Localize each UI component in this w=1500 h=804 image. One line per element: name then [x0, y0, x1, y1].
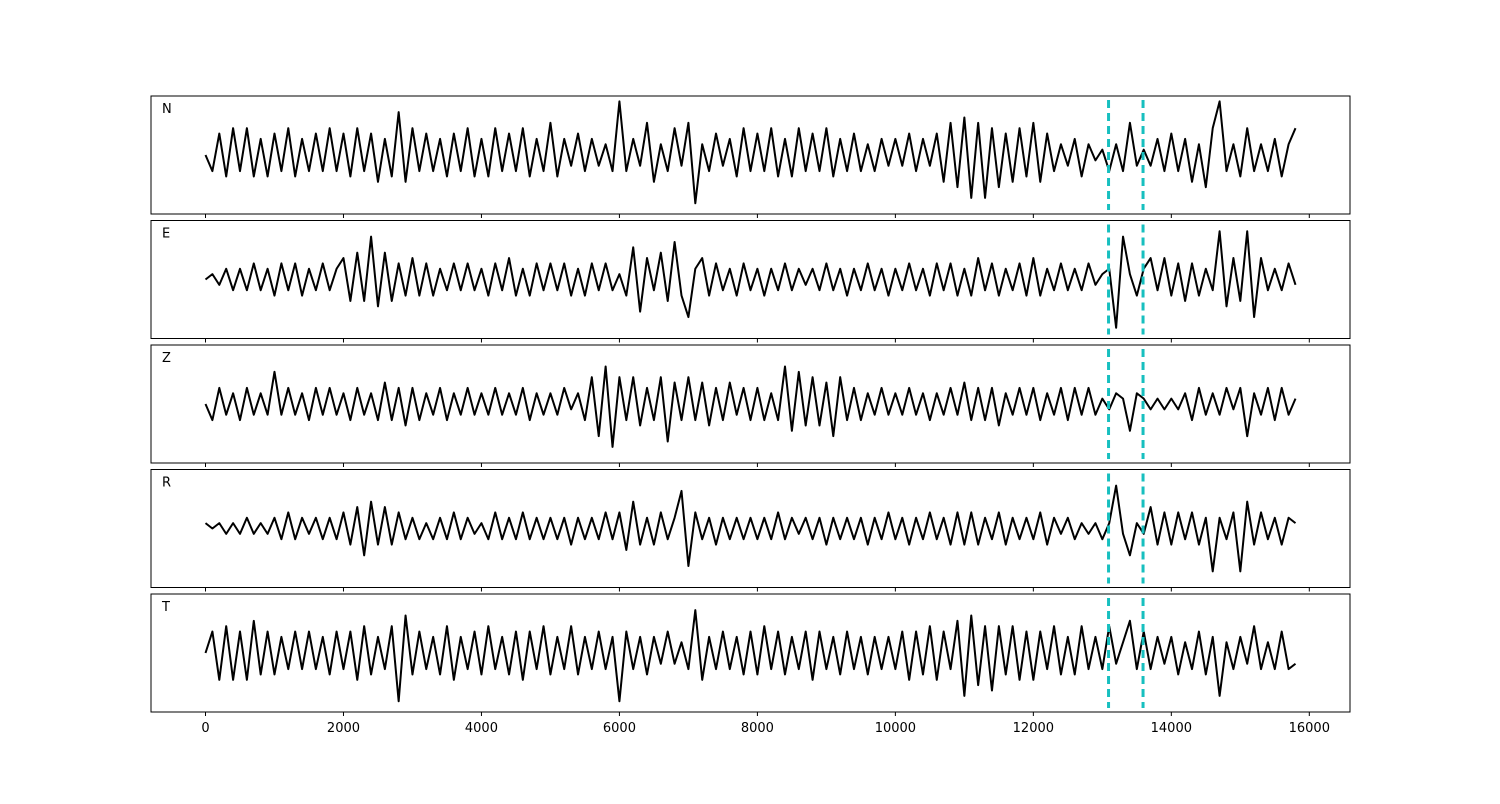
panel-label: E — [162, 227, 170, 242]
waveform — [204, 100, 1297, 205]
x-tick-label: 4000 — [465, 721, 498, 736]
waveform — [204, 609, 1297, 703]
x-tick-label: 2000 — [327, 721, 360, 736]
panel-frame — [150, 469, 1351, 588]
x-tick-label: 16000 — [1289, 721, 1330, 736]
panel-label: T — [161, 600, 170, 615]
x-tick-label: 10000 — [875, 721, 916, 736]
x-tick-label: 0 — [201, 721, 209, 736]
waveform — [204, 230, 1297, 329]
panel-frame — [150, 344, 1351, 464]
x-tick-label: 8000 — [741, 721, 774, 736]
panel-label: R — [162, 476, 171, 491]
panel-frame — [150, 593, 1351, 713]
panel-label: N — [162, 102, 172, 117]
x-tick-label: 12000 — [1013, 721, 1054, 736]
panel-frame — [150, 220, 1351, 339]
waveform — [204, 484, 1297, 573]
x-tick-label: 14000 — [1151, 721, 1192, 736]
panel-frame — [150, 95, 1351, 215]
waveform — [204, 365, 1297, 448]
x-tick-label: 6000 — [603, 721, 636, 736]
panel-label: Z — [162, 351, 171, 366]
